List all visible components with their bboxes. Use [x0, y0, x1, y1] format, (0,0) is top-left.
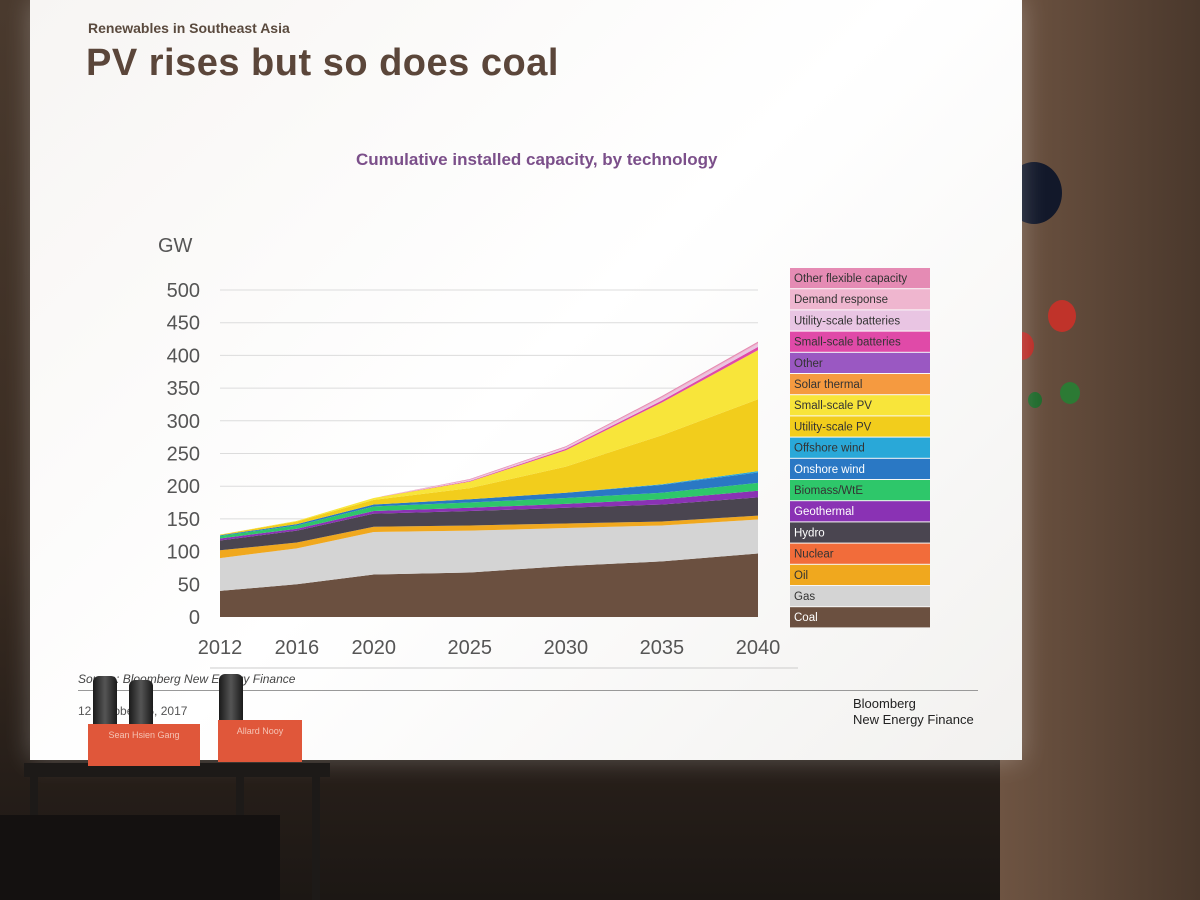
legend-swatch — [790, 458, 930, 479]
x-tick-label: 2020 — [351, 637, 396, 659]
y-tick-label: 500 — [167, 280, 200, 302]
nameplate: Allard Nooy — [218, 720, 302, 762]
logo-line-1: Bloomberg — [853, 696, 916, 711]
x-tick-label: 2025 — [448, 637, 493, 659]
legend-swatch — [790, 564, 930, 585]
legend-entry: Oil — [794, 570, 808, 582]
x-tick-label: 2030 — [544, 637, 589, 659]
legend-entry: Demand response — [794, 294, 888, 306]
area-series-gas — [220, 519, 758, 591]
x-tick-label: 2016 — [275, 637, 320, 659]
legend-entry: Offshore wind — [794, 443, 865, 455]
y-tick-label: 50 — [178, 574, 200, 596]
legend-swatch — [790, 374, 930, 395]
legend-swatch — [790, 586, 930, 607]
decor-dot — [1048, 300, 1076, 332]
nameplate-text: Sean Hsien Gang — [108, 730, 180, 740]
legend-swatch — [790, 543, 930, 564]
legend-entry: Geothermal — [794, 506, 854, 518]
legend-swatch — [790, 607, 930, 628]
legend-swatch — [790, 501, 930, 522]
legend-swatch — [790, 268, 930, 289]
y-tick-label: 450 — [167, 313, 200, 335]
area-series-utility-scale-pv — [220, 399, 758, 536]
y-tick-label: 150 — [167, 509, 200, 531]
x-tick-label: 2012 — [198, 637, 243, 659]
decor-dot — [1060, 382, 1080, 404]
legend-entry: Hydro — [794, 527, 825, 539]
legend-entry: Utility-scale batteries — [794, 315, 900, 327]
y-axis-label: GW — [158, 235, 193, 257]
y-tick-label: 350 — [167, 378, 200, 400]
y-tick-label: 250 — [167, 444, 200, 466]
logo-line-2: New Energy Finance — [853, 712, 974, 727]
area-series-hydro — [220, 497, 758, 551]
y-tick-label: 200 — [167, 476, 200, 498]
table-leg — [236, 776, 244, 816]
y-tick-label: 100 — [167, 542, 200, 564]
floor-shadow — [0, 815, 280, 900]
area-series-coal — [220, 553, 758, 617]
y-tick-label: 400 — [167, 345, 200, 367]
projection-screen: Renewables in Southeast Asia PV rises bu… — [30, 0, 1022, 760]
legend-entry: Other — [794, 358, 823, 370]
legend-entry: Coal — [794, 612, 818, 624]
slide-title: PV rises but so does coal — [86, 42, 559, 84]
slide-kicker: Renewables in Southeast Asia — [88, 20, 290, 36]
legend-swatch — [790, 437, 930, 458]
water-bottle — [93, 676, 117, 730]
legend-entry: Small-scale batteries — [794, 337, 901, 349]
decor-dot — [1028, 392, 1042, 408]
area-series-oil — [220, 515, 758, 559]
legend-swatch — [790, 480, 930, 501]
footer-divider — [78, 690, 978, 691]
legend-swatch — [790, 289, 930, 310]
nameplate: Sean Hsien Gang — [88, 724, 200, 766]
stacked-area-chart: 0 50 100 150 200 250 300 350 400 450 500 GW 2012 2016… — [158, 235, 930, 669]
legend-entry: Gas — [794, 591, 815, 603]
nameplate-text: Allard Nooy — [236, 726, 284, 736]
legend-entry: Biomass/WtE — [794, 485, 863, 497]
x-tick-label: 2040 — [736, 637, 781, 659]
legend-entry: Nuclear — [794, 549, 834, 561]
legend-swatch — [790, 310, 930, 331]
legend-entry: Onshore wind — [794, 464, 865, 476]
area-series-biomass-wte — [220, 482, 758, 539]
area-series-geothermal — [220, 490, 758, 541]
legend-entry: Solar thermal — [794, 379, 862, 391]
bnef-logo: Bloomberg New Energy Finance — [853, 696, 974, 728]
legend-entry: Other flexible capacity — [794, 273, 907, 285]
area-series-onshore-wind — [220, 472, 758, 536]
y-tick-label: 0 — [189, 607, 200, 629]
panel-table — [24, 763, 330, 777]
wall-panel — [1000, 0, 1200, 900]
legend-entry: Utility-scale PV — [794, 421, 872, 433]
table-leg — [312, 776, 320, 900]
chart-title: Cumulative installed capacity, by techno… — [356, 150, 718, 169]
legend-entry: Small-scale PV — [794, 400, 872, 412]
legend-swatch — [790, 416, 930, 437]
water-bottle — [219, 674, 243, 728]
legend-swatch — [790, 522, 930, 543]
legend-swatch — [790, 352, 930, 373]
legend-swatch — [790, 395, 930, 416]
y-tick-label: 300 — [167, 411, 200, 433]
legend-swatch — [790, 331, 930, 352]
table-leg — [30, 776, 38, 816]
x-tick-label: 2035 — [640, 637, 685, 659]
